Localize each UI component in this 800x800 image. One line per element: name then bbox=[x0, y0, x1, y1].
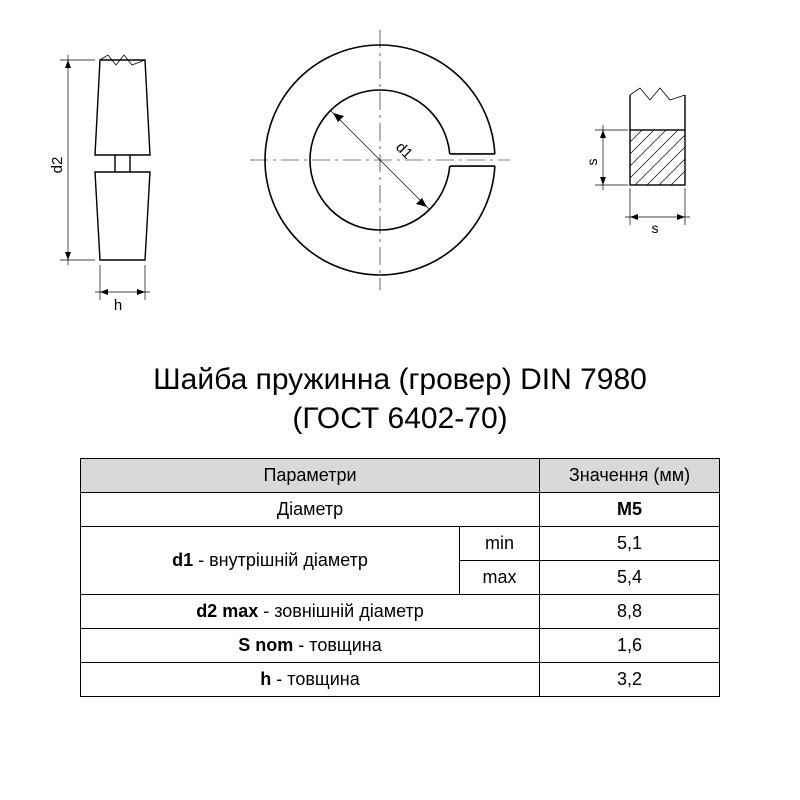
sub-cell: min bbox=[460, 527, 540, 561]
spec-table-container: Параметри Значення (мм) Діаметр M5 d1 - … bbox=[0, 458, 800, 697]
spec-table: Параметри Значення (мм) Діаметр M5 d1 - … bbox=[80, 458, 720, 697]
dim-d1-label: d1 bbox=[392, 139, 416, 163]
value-cell: 5,1 bbox=[540, 527, 720, 561]
value-cell: 1,6 bbox=[540, 629, 720, 663]
dim-h-label: h bbox=[114, 297, 122, 314]
technical-drawing: h d2 d1 bbox=[0, 0, 800, 330]
title-block: Шайба пружинна (гровер) DIN 7980 (ГОСТ 6… bbox=[0, 330, 800, 458]
value-cell: 3,2 bbox=[540, 663, 720, 697]
table-row: Діаметр M5 bbox=[81, 493, 720, 527]
top-view: d1 bbox=[250, 30, 510, 290]
section-view: s s bbox=[584, 60, 700, 236]
header-values: Значення (мм) bbox=[540, 459, 720, 493]
table-row: d1 - внутрішній діаметр min 5,1 bbox=[81, 527, 720, 561]
table-header-row: Параметри Значення (мм) bbox=[81, 459, 720, 493]
dim-d2-label: d2 bbox=[49, 157, 66, 174]
value-cell: M5 bbox=[540, 493, 720, 527]
value-cell: 8,8 bbox=[540, 595, 720, 629]
dim-s-vert-label: s bbox=[584, 159, 600, 166]
value-cell: 5,4 bbox=[540, 561, 720, 595]
param-cell: S nom - товщина bbox=[81, 629, 540, 663]
title-line-2: (ГОСТ 6402-70) bbox=[20, 399, 780, 438]
side-view: h d2 bbox=[49, 55, 150, 314]
param-cell: h - товщина bbox=[81, 663, 540, 697]
table-row: S nom - товщина 1,6 bbox=[81, 629, 720, 663]
param-cell: d1 - внутрішній діаметр bbox=[81, 527, 460, 595]
sub-cell: max bbox=[460, 561, 540, 595]
table-row: d2 max - зовнішній діаметр 8,8 bbox=[81, 595, 720, 629]
title-line-1: Шайба пружинна (гровер) DIN 7980 bbox=[20, 360, 780, 399]
table-row: h - товщина 3,2 bbox=[81, 663, 720, 697]
header-params: Параметри bbox=[81, 459, 540, 493]
dim-s-horiz-label: s bbox=[652, 220, 659, 236]
param-cell: Діаметр bbox=[81, 493, 540, 527]
param-cell: d2 max - зовнішній діаметр bbox=[81, 595, 540, 629]
